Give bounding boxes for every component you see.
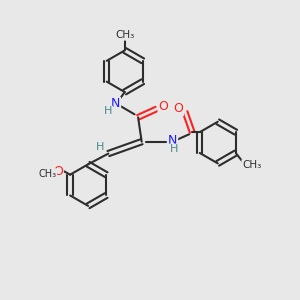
Text: O: O — [174, 103, 184, 116]
Text: H: H — [104, 106, 112, 116]
Text: CH₃: CH₃ — [38, 169, 57, 179]
Text: N: N — [168, 134, 178, 147]
Text: O: O — [158, 100, 168, 113]
Text: O: O — [53, 165, 63, 178]
Text: CH₃: CH₃ — [115, 30, 134, 40]
Text: H: H — [169, 144, 178, 154]
Text: CH₃: CH₃ — [242, 160, 261, 170]
Text: N: N — [111, 98, 121, 110]
Text: H: H — [96, 142, 104, 152]
